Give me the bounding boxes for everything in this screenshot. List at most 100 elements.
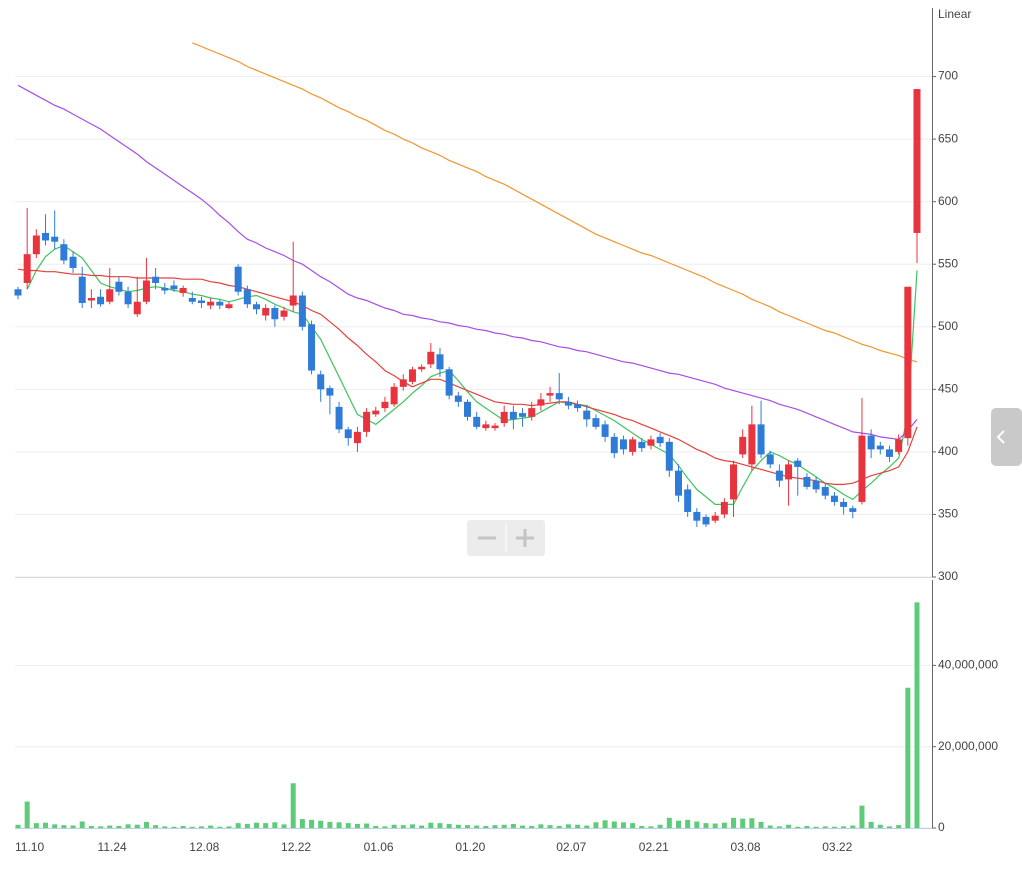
volume-bar bbox=[43, 822, 49, 828]
candle-body bbox=[748, 424, 756, 465]
volume-bar bbox=[88, 825, 94, 828]
candle-body bbox=[702, 516, 710, 525]
volume-bar bbox=[465, 825, 470, 828]
side-panel-tab[interactable] bbox=[991, 408, 1022, 466]
x-tick-label: 01.20 bbox=[455, 840, 485, 854]
side-tab[interactable] bbox=[991, 408, 1022, 466]
candle-body bbox=[803, 476, 811, 487]
candle-body bbox=[647, 439, 655, 446]
candle-body bbox=[546, 393, 554, 396]
volume-bar bbox=[786, 824, 792, 828]
moving-average-line bbox=[17, 268, 918, 485]
candle-body bbox=[133, 301, 141, 315]
candle-body bbox=[326, 388, 334, 396]
volume-bar bbox=[345, 823, 351, 828]
volume-bar bbox=[70, 825, 76, 828]
candle-body bbox=[289, 295, 297, 306]
volume-bar bbox=[217, 826, 223, 828]
candle-body bbox=[564, 401, 572, 406]
moving-average-line bbox=[26, 244, 918, 505]
volume-bar bbox=[657, 824, 663, 828]
volume-bar bbox=[712, 823, 718, 828]
candle-body bbox=[14, 289, 22, 296]
candle-body bbox=[885, 449, 893, 457]
y-tick-label: 300 bbox=[938, 569, 958, 583]
candle-body bbox=[509, 411, 517, 420]
volume-bar bbox=[354, 823, 360, 828]
volume-bar bbox=[602, 820, 608, 828]
moving-average-line bbox=[192, 42, 918, 363]
candle-body bbox=[234, 266, 242, 292]
candle-body bbox=[60, 244, 68, 261]
candle-body bbox=[794, 460, 802, 467]
candle-body bbox=[280, 310, 288, 317]
volume-bar bbox=[868, 821, 874, 828]
x-tick-label: 11.24 bbox=[98, 840, 127, 854]
candle-body bbox=[821, 486, 829, 496]
volume-bar bbox=[767, 825, 773, 828]
candle-body bbox=[399, 379, 407, 387]
candle-body bbox=[491, 425, 499, 429]
zoom-out-button[interactable] bbox=[467, 520, 506, 556]
candle-body bbox=[711, 515, 719, 521]
volume-bar bbox=[52, 824, 58, 828]
volume-bar bbox=[575, 824, 581, 828]
volume-bar bbox=[15, 824, 21, 828]
x-tick-label: 12.08 bbox=[189, 840, 219, 854]
zoom-in-button[interactable] bbox=[506, 520, 545, 556]
volume-bar bbox=[373, 825, 379, 828]
candle-body bbox=[197, 300, 205, 304]
volume-bar bbox=[33, 823, 39, 828]
candle-body bbox=[693, 511, 701, 521]
volume-bar bbox=[474, 825, 480, 828]
volume-bar bbox=[666, 817, 672, 828]
candle-body bbox=[381, 401, 389, 409]
candle-body bbox=[161, 287, 169, 291]
candle-body bbox=[739, 436, 747, 455]
volume-bar bbox=[620, 822, 626, 828]
candle-body bbox=[271, 308, 279, 320]
volume-bar bbox=[538, 824, 544, 828]
candle-body bbox=[344, 429, 352, 439]
volume-bar bbox=[685, 819, 691, 828]
candle-body bbox=[720, 501, 728, 515]
candle-body bbox=[335, 406, 343, 430]
volume-bar bbox=[896, 825, 902, 828]
volume-bar bbox=[244, 823, 250, 828]
candle-body bbox=[830, 495, 838, 502]
volume-bar bbox=[813, 826, 819, 828]
volume-bar bbox=[520, 825, 526, 828]
candle-body bbox=[785, 464, 793, 480]
volume-bar bbox=[740, 818, 746, 828]
volume-bar bbox=[235, 823, 241, 828]
volume-bar bbox=[226, 826, 232, 828]
candle-body bbox=[904, 286, 912, 439]
volume-bar bbox=[107, 825, 113, 828]
volume-bar bbox=[208, 825, 214, 828]
volume-bar bbox=[98, 826, 104, 828]
volume-bar bbox=[364, 823, 370, 828]
candle-body bbox=[23, 254, 31, 283]
candle-body bbox=[849, 508, 857, 512]
volume-bar bbox=[483, 825, 489, 828]
candle-body bbox=[656, 436, 664, 444]
candle-body bbox=[142, 280, 150, 302]
candle-body bbox=[298, 295, 306, 327]
volume-bar bbox=[593, 822, 599, 828]
y-tick-label: 500 bbox=[938, 319, 958, 333]
volume-bar bbox=[318, 820, 324, 828]
volume-bar bbox=[749, 818, 755, 828]
marks: 11.10 11.24 12.08 12.22 01.06 01.20 02.07 02.21… bbox=[14, 42, 998, 854]
volume-bar bbox=[841, 826, 847, 828]
chevron-icon bbox=[996, 430, 1005, 444]
candle-body bbox=[317, 374, 325, 390]
volume-bar bbox=[281, 824, 287, 828]
candle-body bbox=[32, 235, 40, 255]
volume-bar bbox=[153, 825, 159, 828]
volume-bar bbox=[61, 825, 67, 828]
candle-body bbox=[170, 285, 178, 290]
candle-body bbox=[454, 395, 462, 402]
volume-bar bbox=[382, 826, 388, 828]
